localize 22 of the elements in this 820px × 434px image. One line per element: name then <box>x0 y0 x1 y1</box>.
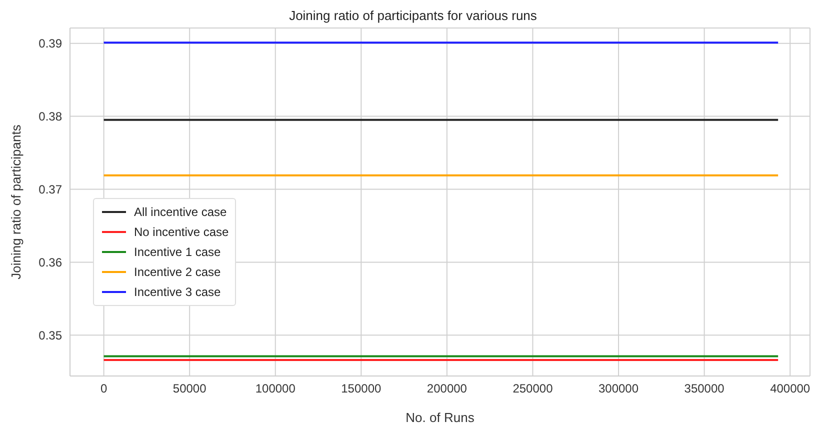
legend-label: Incentive 2 case <box>134 265 221 279</box>
y-axis-title: Joining ratio of participants <box>8 124 24 280</box>
x-tick-label: 350000 <box>684 382 725 396</box>
x-tick-label: 50000 <box>172 382 207 396</box>
legend-label: All incentive case <box>134 205 227 219</box>
legend-label: No incentive case <box>134 225 229 239</box>
legend-label: Incentive 3 case <box>134 285 221 299</box>
y-tick-label: 0.39 <box>38 36 62 51</box>
x-tick-label: 300000 <box>598 382 639 396</box>
x-tick-label: 250000 <box>512 382 554 396</box>
y-tick-label: 0.36 <box>38 255 62 270</box>
chart-title: Joining ratio of participants for various runs <box>288 8 538 23</box>
x-tick-label: 200000 <box>426 382 468 396</box>
y-tick-label: 0.35 <box>38 328 62 342</box>
x-axis-title: No. of Runs <box>406 410 475 425</box>
y-tick-label: 0.38 <box>38 110 62 124</box>
x-tick-label: 100000 <box>255 382 296 396</box>
legend-label: Incentive 1 case <box>134 245 221 259</box>
x-tick-label: 0 <box>100 382 108 396</box>
x-tick-label: 150000 <box>341 382 382 396</box>
x-tick-label: 400000 <box>770 382 810 396</box>
y-tick-label: 0.37 <box>38 182 62 196</box>
